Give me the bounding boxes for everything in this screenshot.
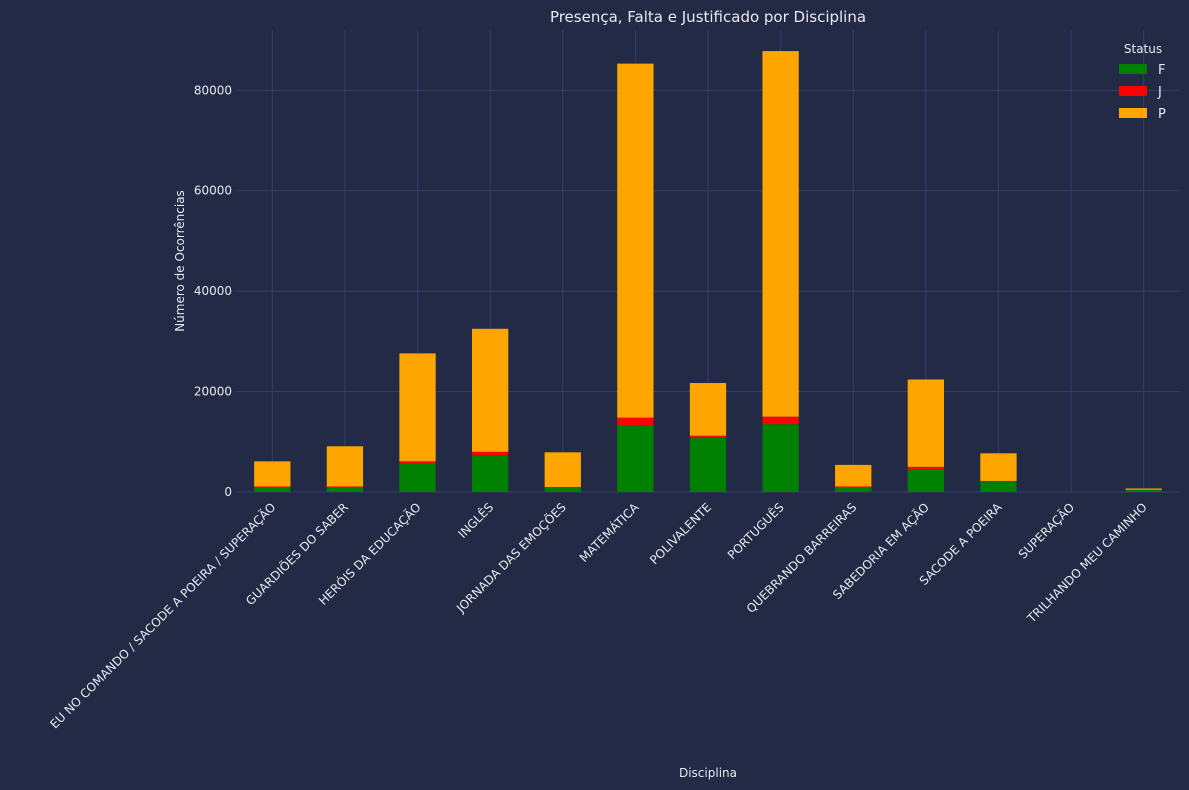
- bar-f-eu-no-comando-sacode-a-poeira-superacao: [254, 487, 291, 492]
- bar-j-polivalente: [689, 435, 727, 438]
- bar-p-quebrando-barreiras: [835, 464, 872, 487]
- bar-f-polivalente: [689, 437, 727, 492]
- y-tick-label: 40000: [194, 284, 232, 298]
- bar-j-sabedoria-em-acao: [907, 466, 944, 470]
- bar-p-guardioes-do-saber: [326, 446, 364, 487]
- x-tick-label: INGLÊS: [455, 500, 497, 542]
- bar-p-portugues: [762, 51, 799, 417]
- legend-title: Status: [1124, 42, 1162, 56]
- bar-j-portugues: [762, 416, 799, 425]
- x-tick-label: MATEMÁTICA: [576, 499, 642, 565]
- y-tick-label: 80000: [194, 83, 232, 97]
- legend: Status FJP: [1119, 42, 1166, 122]
- y-tick-label: 60000: [194, 184, 232, 198]
- x-tick-label: SUPERAÇÃO: [1015, 500, 1077, 562]
- bar-p-sacode-a-poeira: [980, 453, 1017, 481]
- bar-j-herois-da-educacao: [399, 461, 436, 464]
- bar-j-guardioes-do-saber: [326, 486, 364, 488]
- bar-j-ingles: [472, 451, 509, 456]
- bar-f-matematica: [617, 425, 654, 492]
- x-tick-label: POLIVALENTE: [647, 500, 714, 567]
- bar-f-guardioes-do-saber: [326, 487, 364, 492]
- bar-f-quebrando-barreiras: [835, 486, 872, 492]
- bar-p-sabedoria-em-acao: [907, 379, 944, 467]
- legend-label-j: J: [1157, 85, 1162, 100]
- x-axis-ticks: EU NO COMANDO / SACODE A POEIRA / SUPERA…: [47, 499, 1150, 731]
- bars: [254, 51, 1162, 492]
- legend-swatch-p: [1119, 108, 1147, 118]
- bar-j-sacode-a-poeira: [980, 480, 1017, 482]
- bar-p-trilhando-meu-caminho: [1125, 488, 1162, 490]
- x-tick-label: EU NO COMANDO / SACODE A POEIRA / SUPERA…: [47, 500, 279, 732]
- bar-f-jornada-das-emocoes: [544, 487, 581, 492]
- bar-j-jornada-das-emocoes: [544, 486, 581, 488]
- bar-j-eu-no-comando-sacode-a-poeira-superacao: [254, 486, 291, 488]
- bar-p-jornada-das-emocoes: [544, 452, 581, 487]
- x-axis-label: Disciplina: [679, 766, 737, 780]
- bar-f-herois-da-educacao: [399, 463, 436, 492]
- legend-label-p: P: [1158, 107, 1166, 122]
- bar-f-sacode-a-poeira: [980, 481, 1017, 492]
- legend-swatch-j: [1119, 86, 1147, 96]
- legend-swatch-f: [1119, 64, 1147, 74]
- bar-j-quebrando-barreiras: [835, 486, 872, 487]
- bar-f-sabedoria-em-acao: [907, 469, 944, 492]
- y-axis-label: Número de Ocorrências: [173, 190, 187, 332]
- bar-p-ingles: [472, 328, 509, 452]
- bar-p-herois-da-educacao: [399, 353, 436, 462]
- chart-title: Presença, Falta e Justificado por Discip…: [550, 8, 866, 26]
- bar-p-eu-no-comando-sacode-a-poeira-superacao: [254, 461, 291, 487]
- legend-label-f: F: [1158, 63, 1165, 78]
- bar-p-polivalente: [689, 383, 727, 436]
- bar-f-ingles: [472, 455, 509, 492]
- y-axis-ticks: 0 20000 40000 60000 80000: [194, 83, 232, 499]
- x-tick-label: SACODE A POEIRA: [917, 500, 1005, 588]
- y-tick-label: 20000: [194, 385, 232, 399]
- bar-p-matematica: [617, 63, 654, 418]
- x-tick-label: PORTUGUÊS: [724, 500, 787, 563]
- x-tick-label: TRILHANDO MEU CAMINHO: [1024, 500, 1150, 626]
- bar-f-trilhando-meu-caminho: [1125, 489, 1162, 492]
- bar-f-portugues: [762, 424, 799, 492]
- y-tick-label: 0: [224, 485, 232, 499]
- bar-j-matematica: [617, 417, 654, 426]
